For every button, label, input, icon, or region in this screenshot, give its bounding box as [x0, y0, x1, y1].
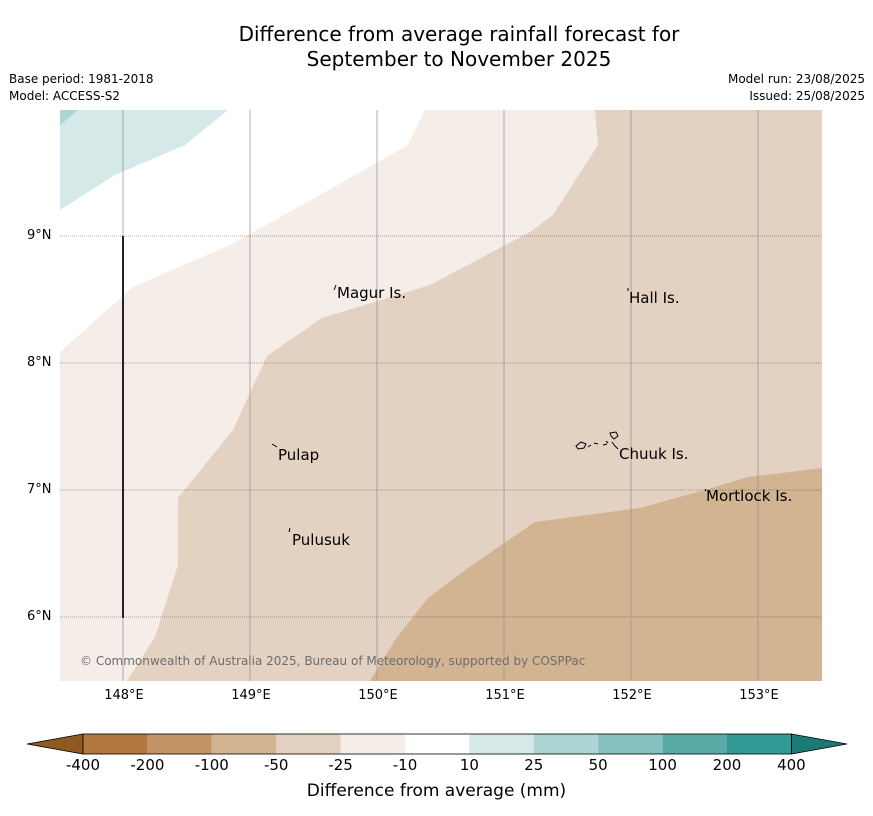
island-mortlock	[704, 488, 707, 492]
colorbar-bin	[533, 734, 599, 754]
colorbar-tick-label: 10	[459, 756, 479, 774]
copyright-text: © Commonwealth of Australia 2025, Bureau…	[80, 654, 586, 668]
colorbar-tick-label: -100	[194, 756, 229, 774]
lat-label-9n: 9°N	[27, 228, 52, 243]
base-period-text: Base period: 1981-2018	[9, 72, 154, 86]
island-magur	[333, 284, 337, 291]
island-pulap	[271, 443, 278, 448]
colorbar-bin	[598, 734, 663, 754]
colorbar-bin	[147, 734, 212, 754]
place-pulap: Pulap	[278, 446, 320, 464]
island-outlines	[271, 284, 707, 533]
model-text: Model: ACCESS-S2	[9, 89, 121, 103]
field-25-to-50	[60, 110, 78, 125]
colorbar-tick-label: -200	[130, 756, 165, 774]
lon-label-148e: 148°E	[104, 688, 144, 703]
title-line-1: Difference from average rainfall forecas…	[238, 22, 680, 46]
lon-label-149e: 149°E	[231, 688, 271, 703]
lat-label-7n: 7°N	[27, 482, 52, 497]
meta-right: Model run: 23/08/2025 Issued: 25/08/2025	[728, 71, 865, 105]
place-hall: Hall Is.	[629, 289, 680, 307]
colorbar	[26, 733, 848, 755]
lon-label-152e: 152°E	[612, 688, 652, 703]
meta-left: Base period: 1981-2018 Model: ACCESS-S2	[9, 71, 154, 105]
colorbar-extend-high	[791, 733, 848, 755]
colorbar-bin	[340, 734, 405, 754]
chart-title: Difference from average rainfall forecas…	[0, 22, 873, 72]
colorbar-bin	[469, 734, 534, 754]
lon-label-151e: 151°E	[485, 688, 525, 703]
colorbar-bin	[405, 734, 470, 754]
title-line-2: September to November 2025	[306, 47, 612, 71]
issued-text: Issued: 25/08/2025	[749, 89, 865, 103]
colorbar-tick-label: -10	[392, 756, 418, 774]
field-minus100-to-minus50	[370, 468, 822, 681]
place-chuuk: Chuuk Is.	[619, 445, 689, 463]
colorbar-tick-label: -400	[65, 756, 101, 774]
colorbar-tick-label: -25	[328, 756, 353, 774]
colorbar-tick-label: 100	[648, 756, 677, 774]
colorbar-tick-label: 400	[777, 756, 806, 774]
colorbar-bin	[276, 734, 341, 754]
place-mortlock: Mortlock Is.	[706, 487, 793, 505]
island-pulusuk	[288, 527, 291, 533]
island-chuuk-group	[575, 431, 619, 450]
lat-label-8n: 8°N	[27, 355, 52, 370]
lon-label-150e: 150°E	[358, 688, 398, 703]
colorbar-tick-label: 200	[712, 756, 742, 774]
place-magur: Magur Is.	[337, 284, 407, 302]
colorbar-tick-label: 50	[588, 756, 608, 774]
lon-label-153e: 153°E	[739, 688, 779, 703]
colorbar-tick-label: 25	[524, 756, 544, 774]
colorbar-title: Difference from average (mm)	[306, 781, 567, 801]
colorbar-tick-label: -50	[263, 756, 289, 774]
field-10-to-25	[60, 110, 228, 210]
place-pulusuk: Pulusuk	[292, 531, 350, 549]
colorbar-bin	[727, 734, 792, 754]
forecast-fields	[60, 110, 822, 681]
colorbar-bin	[662, 734, 727, 754]
colorbar-extend-low	[26, 733, 84, 755]
model-run-text: Model run: 23/08/2025	[727, 72, 865, 86]
colorbar-bin	[83, 734, 148, 754]
colorbar-outline	[82, 733, 792, 755]
colorbar-bin	[211, 734, 277, 754]
lat-label-6n: 6°N	[27, 609, 52, 624]
field-minus10-to-10	[60, 110, 425, 352]
